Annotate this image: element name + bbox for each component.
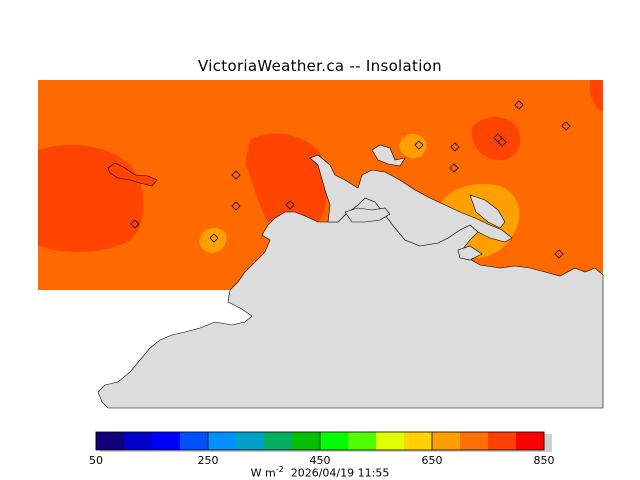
colorbar-tick-label: 650: [421, 454, 443, 467]
colorbar-swatch: [292, 432, 320, 450]
colorbar-swatch: [432, 432, 460, 450]
timestamp: 2026/04/19 11:55: [290, 466, 390, 480]
station-marker: [450, 142, 460, 152]
colorbar-swatch: [264, 432, 292, 450]
station-marker: [231, 170, 241, 180]
station-markers: [130, 100, 571, 259]
colorbar-caption: W m-2 2026/04/19 11:55: [0, 465, 640, 480]
colorbar-swatch: [348, 432, 376, 450]
colorbar: [95, 431, 552, 452]
colorbar-tick-label: 850: [533, 454, 555, 467]
unit-label: W m: [250, 466, 276, 480]
island: [107, 162, 158, 187]
islands: [344, 144, 506, 261]
colorbar-tick-label: 250: [197, 454, 219, 467]
station-marker: [561, 121, 571, 131]
station-marker: [497, 137, 507, 147]
station-marker: [554, 249, 564, 259]
colorbar-swatch: [488, 432, 516, 450]
colorbar-swatch: [516, 432, 544, 450]
colorbar-swatch: [404, 432, 432, 450]
station-marker: [231, 201, 241, 211]
colorbar-swatch: [236, 432, 264, 450]
station-marker: [514, 100, 524, 110]
coastline: [309, 154, 513, 247]
unit-exponent: -2: [275, 465, 284, 474]
colorbar-swatch: [376, 432, 404, 450]
station-marker: [449, 163, 459, 173]
colorbar-swatch: [124, 432, 152, 450]
colorbar-tick-label: 50: [89, 454, 103, 467]
colorbar-swatch: [152, 432, 180, 450]
colorbar-swatch: [96, 432, 124, 450]
station-marker: [209, 233, 219, 243]
station-marker: [285, 200, 295, 210]
colorbar-swatch: [208, 432, 236, 450]
station-marker: [414, 140, 424, 150]
colorbar-swatch: [180, 432, 208, 450]
colorbar-swatch: [320, 432, 348, 450]
map-title: VictoriaWeather.ca -- Insolation: [198, 57, 442, 75]
colorbar-swatch: [460, 432, 488, 450]
station-marker: [130, 219, 140, 229]
colorbar-tick-label: 450: [309, 454, 331, 467]
